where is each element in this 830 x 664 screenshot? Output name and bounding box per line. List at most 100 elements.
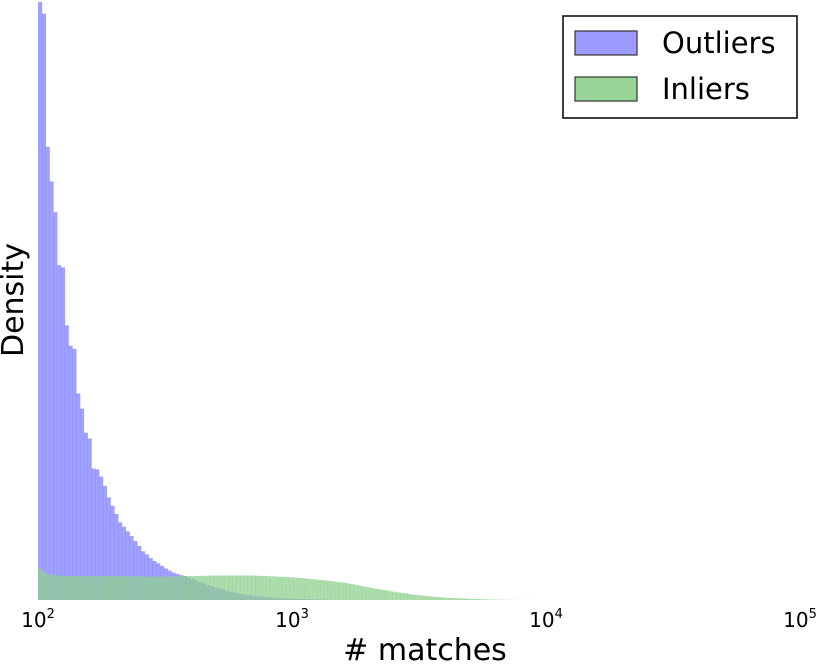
histogram-bin <box>201 575 207 600</box>
series-layer <box>38 2 534 600</box>
histogram-bin <box>460 598 466 600</box>
histogram-bin <box>91 468 96 600</box>
histogram-bin <box>133 576 138 600</box>
histogram-bin <box>102 485 107 600</box>
histogram-bin <box>407 594 412 600</box>
histogram-bin <box>190 576 195 600</box>
histogram-bin <box>60 267 66 600</box>
histogram-bin <box>346 583 351 600</box>
histogram-bin <box>228 575 233 600</box>
histogram-bin <box>53 575 58 600</box>
histogram-bin <box>110 576 115 600</box>
histogram-bin <box>182 576 187 600</box>
histogram-bin <box>64 576 69 600</box>
histogram-bin <box>411 594 416 600</box>
histogram-bin <box>83 576 88 600</box>
histogram-bin <box>270 576 275 600</box>
histogram-bin <box>49 181 54 600</box>
histogram-bin <box>137 576 142 600</box>
histogram-bin <box>72 348 77 600</box>
histogram-bin <box>369 587 374 600</box>
x-tick-label: 102 <box>21 607 55 632</box>
histogram-bin <box>380 589 386 600</box>
histogram-bin <box>224 575 229 600</box>
histogram-bin <box>186 576 191 600</box>
histogram-bin <box>163 576 168 600</box>
histogram-bin <box>297 577 302 600</box>
x-tick-label: 105 <box>783 607 817 632</box>
histogram-bin <box>38 568 43 600</box>
histogram-bin <box>49 575 54 600</box>
histogram-bin <box>262 575 267 600</box>
histogram-bin <box>167 576 172 600</box>
histogram-bin <box>133 540 138 600</box>
histogram-bin <box>289 577 294 600</box>
histogram-bin <box>274 576 279 600</box>
histogram-bin <box>114 576 119 600</box>
histogram-bin <box>68 576 73 600</box>
histogram-bin <box>308 578 313 600</box>
legend-label-outliers: Outliers <box>662 26 776 60</box>
histogram-bin <box>293 577 298 600</box>
histogram-bin <box>220 575 226 600</box>
histogram-bin <box>209 575 214 600</box>
histogram-bin <box>148 576 153 600</box>
histogram-bin <box>350 584 355 600</box>
histogram-bin <box>60 575 66 600</box>
histogram-bin <box>129 536 134 600</box>
histogram-bin <box>388 591 393 600</box>
histogram-bin <box>156 576 161 600</box>
histogram-bin <box>213 575 218 600</box>
histogram-bin <box>159 576 165 600</box>
histogram-bin <box>198 575 203 600</box>
histogram-bin <box>41 571 47 600</box>
histogram-bin <box>338 582 344 600</box>
histogram-bin <box>278 576 283 600</box>
histogram-bin <box>137 546 142 600</box>
histogram-bin <box>79 408 85 600</box>
histogram-bin <box>396 592 401 600</box>
histogram-bin <box>118 522 123 600</box>
histogram-bin <box>285 577 290 600</box>
series-outliers <box>38 2 336 600</box>
histogram-bin <box>373 588 378 600</box>
histogram-bin <box>441 597 447 600</box>
histogram-bin <box>57 575 62 600</box>
histogram-bin <box>479 599 485 600</box>
histogram-bin <box>125 576 130 600</box>
histogram-bin <box>266 576 271 600</box>
histogram-bin <box>365 587 370 600</box>
legend-swatch-inliers <box>574 76 638 102</box>
histogram-bin <box>457 598 462 600</box>
histogram-bin <box>236 575 241 600</box>
histogram-bin <box>76 576 81 600</box>
histogram-bin <box>358 585 363 600</box>
histogram-bin <box>83 432 88 600</box>
histogram-bin <box>377 589 382 600</box>
legend-label-inliers: Inliers <box>662 72 750 106</box>
histogram-bin <box>483 599 488 600</box>
histogram-bin <box>57 265 62 600</box>
histogram-bin <box>419 595 424 600</box>
x-tick-label: 104 <box>529 607 563 632</box>
histogram-bin <box>95 576 100 600</box>
histogram-bin <box>76 393 81 600</box>
histogram-bin <box>45 574 50 600</box>
histogram-bin <box>98 576 104 600</box>
histogram-bin <box>281 576 287 600</box>
histogram-bin <box>91 576 96 600</box>
histogram-bin <box>300 578 306 600</box>
histogram-bin <box>175 576 180 600</box>
histogram-bin <box>194 575 199 600</box>
histogram-bin <box>239 575 245 600</box>
histogram-bin <box>438 597 443 600</box>
histogram-bin <box>53 212 58 600</box>
histogram-bin <box>449 597 454 600</box>
x-tick-labels: 102 103 104 105 <box>21 607 817 632</box>
histogram-bin <box>140 551 146 600</box>
histogram-bin <box>114 513 119 600</box>
histogram-bin <box>110 505 115 600</box>
histogram-bin <box>319 580 325 600</box>
histogram-bin <box>468 598 473 600</box>
